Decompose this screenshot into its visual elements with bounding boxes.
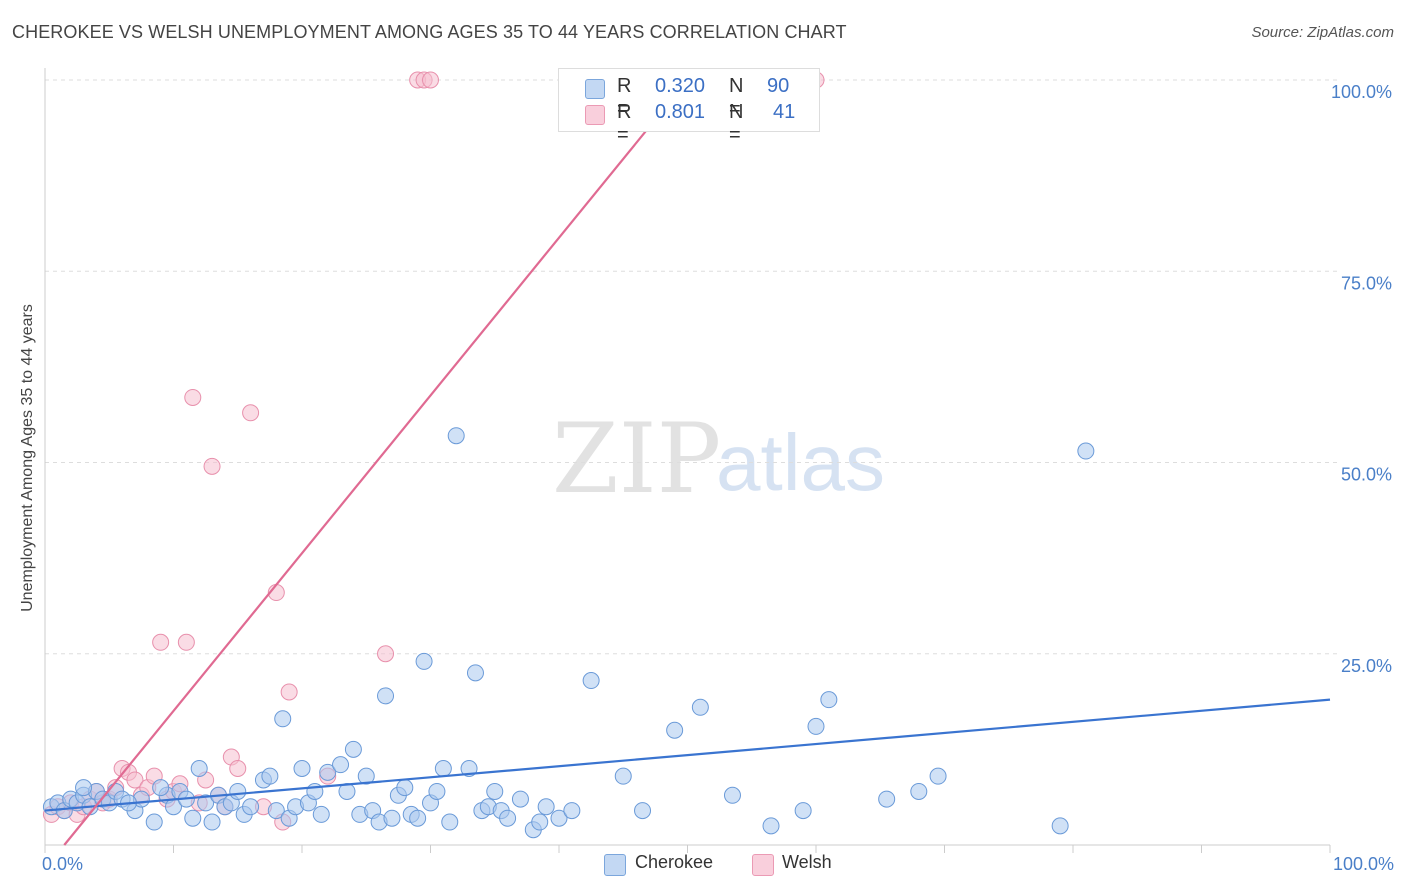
cherokee-point [428,782,446,800]
cherokee-point [184,809,202,827]
cherokee-point [434,760,452,777]
cherokee-point [666,721,684,739]
welsh-point [229,760,247,777]
cherokee-point [332,756,350,774]
cherokee-point [441,813,459,831]
welsh-point [280,683,298,701]
cherokee-point [319,763,337,781]
grid [45,79,1340,655]
cherokee-point [762,817,780,835]
cherokee-point [807,717,825,735]
cherokee-point [723,786,741,804]
cherokee-point [377,687,395,705]
cherokee-point [383,809,401,827]
cherokee-point [415,652,433,670]
axes [44,68,1331,853]
cherokee-point [691,698,709,716]
y-tick-label: 75.0% [1341,273,1392,293]
welsh-swatch [585,105,605,125]
cherokee-point [929,767,947,785]
legend-r-label: R = [617,101,632,146]
welsh-point [422,71,439,89]
cherokee-point [563,802,581,820]
cherokee-point [152,779,170,797]
welsh-legend-label: Welsh [782,852,832,872]
cherokee-point [344,740,362,758]
cherokee-point [190,760,208,777]
legend-r-label: R = [617,75,632,120]
cherokee-point [1051,817,1069,835]
cherokee-point [357,767,375,785]
welsh-point [184,388,202,406]
welsh-point [377,645,395,663]
x-tick-label: 100.0% [1333,854,1394,874]
cherokee-point [878,790,896,808]
cherokee-point [274,710,292,728]
welsh-legend-swatch [752,854,774,876]
cherokee-points [42,427,1095,839]
watermark: ZIP atlas [552,403,885,515]
cherokee-point [267,802,285,820]
cherokee-point [197,794,215,812]
x-tick-label: 0.0% [42,854,83,874]
cherokee-point [229,782,247,800]
cherokee-point [312,805,330,823]
source-label: Source: ZipAtlas.com [1251,24,1394,41]
cherokee-point [794,802,812,820]
legend-r-value: 0.801 [655,101,706,123]
correlation-legend: R = 0.320 N = 90 R = 0.801 N = 41 [558,68,820,146]
cherokee-point [261,767,279,785]
legend-r-value: 0.320 [655,75,706,97]
trend-lines [44,79,1331,846]
y-tick-label: 25.0% [1341,656,1392,676]
cherokee-point [511,790,529,808]
cherokee-trend-line [44,698,1331,812]
cherokee-point [537,798,555,816]
y-tick-label: 50.0% [1341,465,1392,485]
y-tick-label: 100.0% [1331,82,1392,102]
cherokee-point [582,672,600,690]
cherokee-point [460,760,478,777]
cherokee-point [499,809,517,827]
cherokee-point [614,767,632,785]
cherokee-point [396,779,414,797]
cherokee-point [910,782,928,800]
welsh-point [242,404,260,422]
legend-n-value: 41 [773,101,796,123]
chart-title: CHEROKEE VS WELSH UNEMPLOYMENT AMONG AGE… [12,22,847,42]
welsh-point [203,457,221,475]
cherokee-point [242,798,260,816]
cherokee-point [486,782,504,800]
cherokee-point [447,427,465,445]
series-legend: Cherokee Welsh [0,852,1406,876]
cherokee-point [634,802,652,820]
cherokee-swatch [585,79,605,99]
legend-n-value: 90 [767,75,790,97]
watermark-zip: ZIP [552,403,721,515]
cherokee-point [203,813,221,831]
cherokee-point [820,691,838,709]
welsh-point [177,633,195,651]
cherokee-point [466,664,484,682]
legend-n-label: N = [729,101,744,146]
cherokee-point [293,760,311,777]
cherokee-point [75,779,93,797]
cherokee-point [1077,442,1095,460]
cherokee-point [409,809,427,827]
cherokee-point [145,813,163,831]
welsh-point [126,771,144,789]
cherokee-point [550,809,568,827]
tick-labels: 25.0% 50.0% 75.0% 100.0% 0.0% 100.0% [42,82,1394,874]
welsh-trend-line [63,79,689,846]
legend-n-label: N = [729,75,744,120]
cherokee-point [531,813,549,831]
cherokee-legend-label: Cherokee [635,852,714,872]
welsh-point [152,633,170,651]
cherokee-legend-swatch [604,854,626,876]
